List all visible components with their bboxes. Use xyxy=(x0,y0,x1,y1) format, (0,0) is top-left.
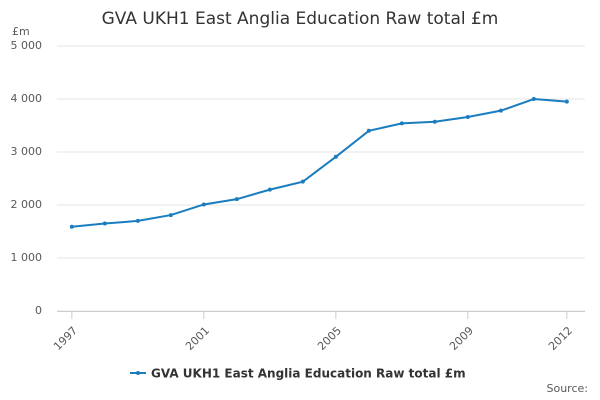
data-point xyxy=(564,99,569,104)
y-tick-label: 2 000 xyxy=(11,198,43,211)
chart-title: GVA UKH1 East Anglia Education Raw total… xyxy=(102,9,499,29)
data-point xyxy=(333,154,338,159)
data-point xyxy=(366,128,371,133)
data-point xyxy=(399,121,404,126)
legend-symbol-dot xyxy=(136,371,140,375)
y-tick-label: 5 000 xyxy=(11,39,43,52)
data-point xyxy=(432,119,437,124)
data-point xyxy=(234,197,239,202)
data-point xyxy=(102,221,107,226)
source: Source: xyxy=(547,382,589,395)
data-point xyxy=(69,224,74,229)
data-line xyxy=(71,97,567,228)
legend-label: GVA UKH1 East Anglia Education Raw total… xyxy=(151,367,466,381)
data-point xyxy=(168,213,173,218)
y-unit: £m xyxy=(12,25,30,38)
data-point xyxy=(498,108,503,113)
y-tick-label: 4 000 xyxy=(11,92,43,105)
x-tick-label: 2009 xyxy=(447,324,476,353)
data-point xyxy=(135,218,140,223)
x-tick-label: 1997 xyxy=(51,324,80,353)
data-point xyxy=(465,115,470,120)
y-tick-label: 0 xyxy=(35,304,42,317)
y-tick-label: 1 000 xyxy=(11,251,43,264)
x-tick-label: 2005 xyxy=(315,324,344,353)
data-point xyxy=(201,202,206,207)
x-tick-label: 2001 xyxy=(183,324,212,353)
y-tick-label: 3 000 xyxy=(11,145,43,158)
data-point xyxy=(267,187,272,192)
x-tick-label: 2012 xyxy=(546,324,575,353)
data-point xyxy=(531,97,536,101)
data-point xyxy=(300,179,305,184)
